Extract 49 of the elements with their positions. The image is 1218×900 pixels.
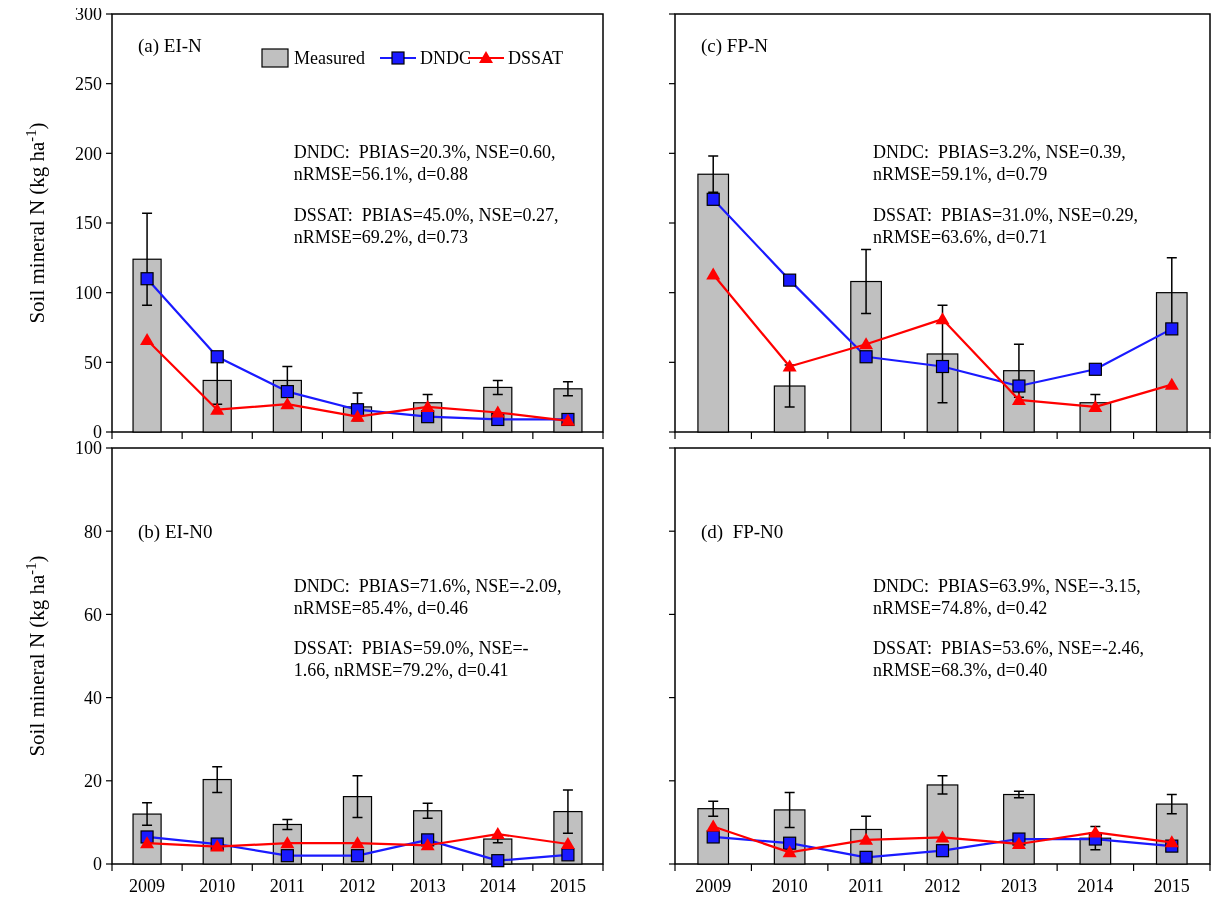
annotation: nRMSE=63.6%, d=0.71 (872, 226, 1048, 247)
annotation: DSSAT: PBIAS=53.6%, NSE=-2.46, (872, 637, 1144, 658)
y-tick-label: 60 (84, 604, 102, 625)
annotation: DNDC: PBIAS=20.3%, NSE=0.60, (293, 142, 556, 163)
y-tick-label: 200 (75, 143, 102, 164)
annotation: nRMSE=74.8%, d=0.42 (872, 597, 1048, 618)
annotation: nRMSE=59.1%, d=0.79 (872, 164, 1048, 185)
x-tick-label: 2011 (269, 876, 306, 896)
x-tick-label: 2009 (695, 876, 732, 896)
y-tick-label: 80 (84, 521, 102, 542)
annotation: DSSAT: PBIAS=31.0%, NSE=0.29, (872, 204, 1138, 225)
annotation: 1.66, nRMSE=79.2%, d=0.41 (293, 659, 509, 680)
x-tick-label: 2012 (924, 876, 961, 896)
text: (c) FP-N (701, 35, 769, 57)
annotation: nRMSE=85.4%, d=0.46 (293, 597, 468, 618)
y-tick-label: 250 (75, 73, 102, 94)
x-tick-label: 2013 (1000, 876, 1037, 896)
x-tick-label: 2014 (479, 876, 516, 896)
legend-label: DSSAT (508, 48, 564, 69)
x-tick-label: 2010 (199, 876, 236, 896)
y-tick-label: 150 (75, 213, 102, 234)
x-tick-label: 2011 (848, 876, 884, 896)
x-tick-label: 2010 (771, 876, 808, 896)
y-tick-label: 50 (84, 352, 102, 373)
text: (a) EI-N (138, 35, 203, 57)
y-tick-label: 20 (84, 771, 102, 792)
annotation: nRMSE=56.1%, d=0.88 (293, 164, 468, 185)
y-tick-label: 300 (75, 4, 102, 25)
y-tick-label: 100 (75, 282, 102, 303)
text: (b) EI-N0 (138, 521, 213, 543)
legend-label: DNDC (420, 48, 472, 69)
text: (d) FP-N0 (701, 521, 784, 543)
x-tick-label: 2012 (339, 876, 376, 896)
x-tick-label: 2015 (549, 876, 586, 896)
y-tick-label: 0 (93, 854, 102, 875)
x-tick-label: 2009 (129, 876, 166, 896)
annotation: DSSAT: PBIAS=45.0%, NSE=0.27, (293, 204, 559, 225)
annotation: DNDC: PBIAS=3.2%, NSE=0.39, (872, 142, 1126, 163)
x-tick-label: 2015 (1153, 876, 1190, 896)
annotation: DNDC: PBIAS=71.6%, NSE=-2.09, (293, 575, 562, 596)
y-tick-label: 100 (75, 438, 102, 459)
annotation: DNDC: PBIAS=63.9%, NSE=-3.15, (872, 575, 1141, 596)
x-tick-label: 2013 (409, 876, 446, 896)
annotation: nRMSE=68.3%, d=0.40 (872, 659, 1048, 680)
legend-label: Measured (294, 48, 365, 69)
y-tick-label: 40 (84, 687, 102, 708)
annotation: nRMSE=69.2%, d=0.73 (293, 226, 468, 247)
annotation: DSSAT: PBIAS=59.0%, NSE=- (293, 637, 529, 658)
x-tick-label: 2014 (1077, 876, 1114, 896)
